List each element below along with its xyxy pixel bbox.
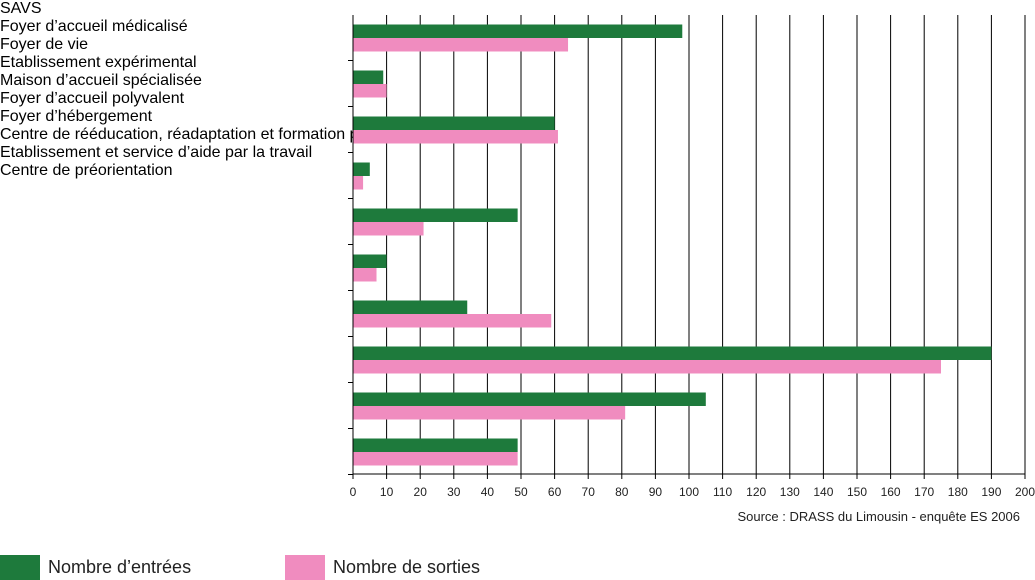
x-tick-label: 10 xyxy=(380,485,394,499)
bar xyxy=(353,392,706,406)
category-label: Foyer d’hébergement xyxy=(0,108,153,125)
bar xyxy=(353,84,387,98)
bar xyxy=(353,452,518,466)
bar xyxy=(353,254,387,268)
bar xyxy=(353,314,552,328)
category-label: Centre de rééducation, réadaptation et f… xyxy=(0,126,458,143)
bar xyxy=(353,38,569,52)
category-label: Maison d’accueil spécialisée xyxy=(0,72,202,89)
x-tick-label: 90 xyxy=(649,485,663,499)
category-label: Foyer d’accueil polyvalent xyxy=(0,90,185,107)
category-label: SAVS xyxy=(0,0,42,17)
x-tick-label: 80 xyxy=(615,485,629,499)
bar xyxy=(353,300,468,314)
bar xyxy=(353,406,626,420)
x-tick-label: 140 xyxy=(813,485,833,499)
x-tick-label: 170 xyxy=(914,485,934,499)
category-label: Foyer de vie xyxy=(0,36,89,53)
x-tick-label: 180 xyxy=(948,485,968,499)
x-tick-label: 20 xyxy=(414,485,428,499)
bar xyxy=(353,346,992,360)
x-tick-label: 120 xyxy=(746,485,766,499)
bar xyxy=(353,360,941,374)
x-tick-label: 130 xyxy=(780,485,800,499)
bar xyxy=(353,176,364,190)
x-tick-label: 30 xyxy=(447,485,461,499)
legend-label: Nombre de sorties xyxy=(333,557,481,577)
category-label: Etablissement expérimental xyxy=(0,54,197,71)
legend-swatch xyxy=(0,555,40,580)
legend-label: Nombre d’entrées xyxy=(48,557,192,577)
bar xyxy=(353,70,384,84)
x-tick-label: 200 xyxy=(1015,485,1035,499)
category-label: Centre de préorientation xyxy=(0,162,173,179)
x-tick-label: 0 xyxy=(350,485,357,499)
legend-swatch xyxy=(285,555,325,580)
x-tick-label: 190 xyxy=(981,485,1001,499)
source-note: Source : DRASS du Limousin - enquête ES … xyxy=(737,509,1020,524)
bar xyxy=(353,24,683,38)
bar xyxy=(353,208,518,222)
category-label: Etablissement et service d’aide par la t… xyxy=(0,144,313,161)
x-tick-label: 60 xyxy=(548,485,562,499)
bar xyxy=(353,222,424,236)
bar xyxy=(353,130,558,144)
x-tick-label: 110 xyxy=(713,485,732,499)
category-label: Foyer d’accueil médicalisé xyxy=(0,18,188,35)
x-tick-label: 70 xyxy=(582,485,596,499)
x-tick-label: 50 xyxy=(514,485,528,499)
bar xyxy=(353,162,370,176)
x-tick-label: 150 xyxy=(847,485,867,499)
bar xyxy=(353,116,555,130)
x-tick-label: 160 xyxy=(881,485,901,499)
bar xyxy=(353,438,518,452)
bar xyxy=(353,268,377,282)
x-tick-label: 40 xyxy=(481,485,495,499)
x-tick-label: 100 xyxy=(679,485,699,499)
